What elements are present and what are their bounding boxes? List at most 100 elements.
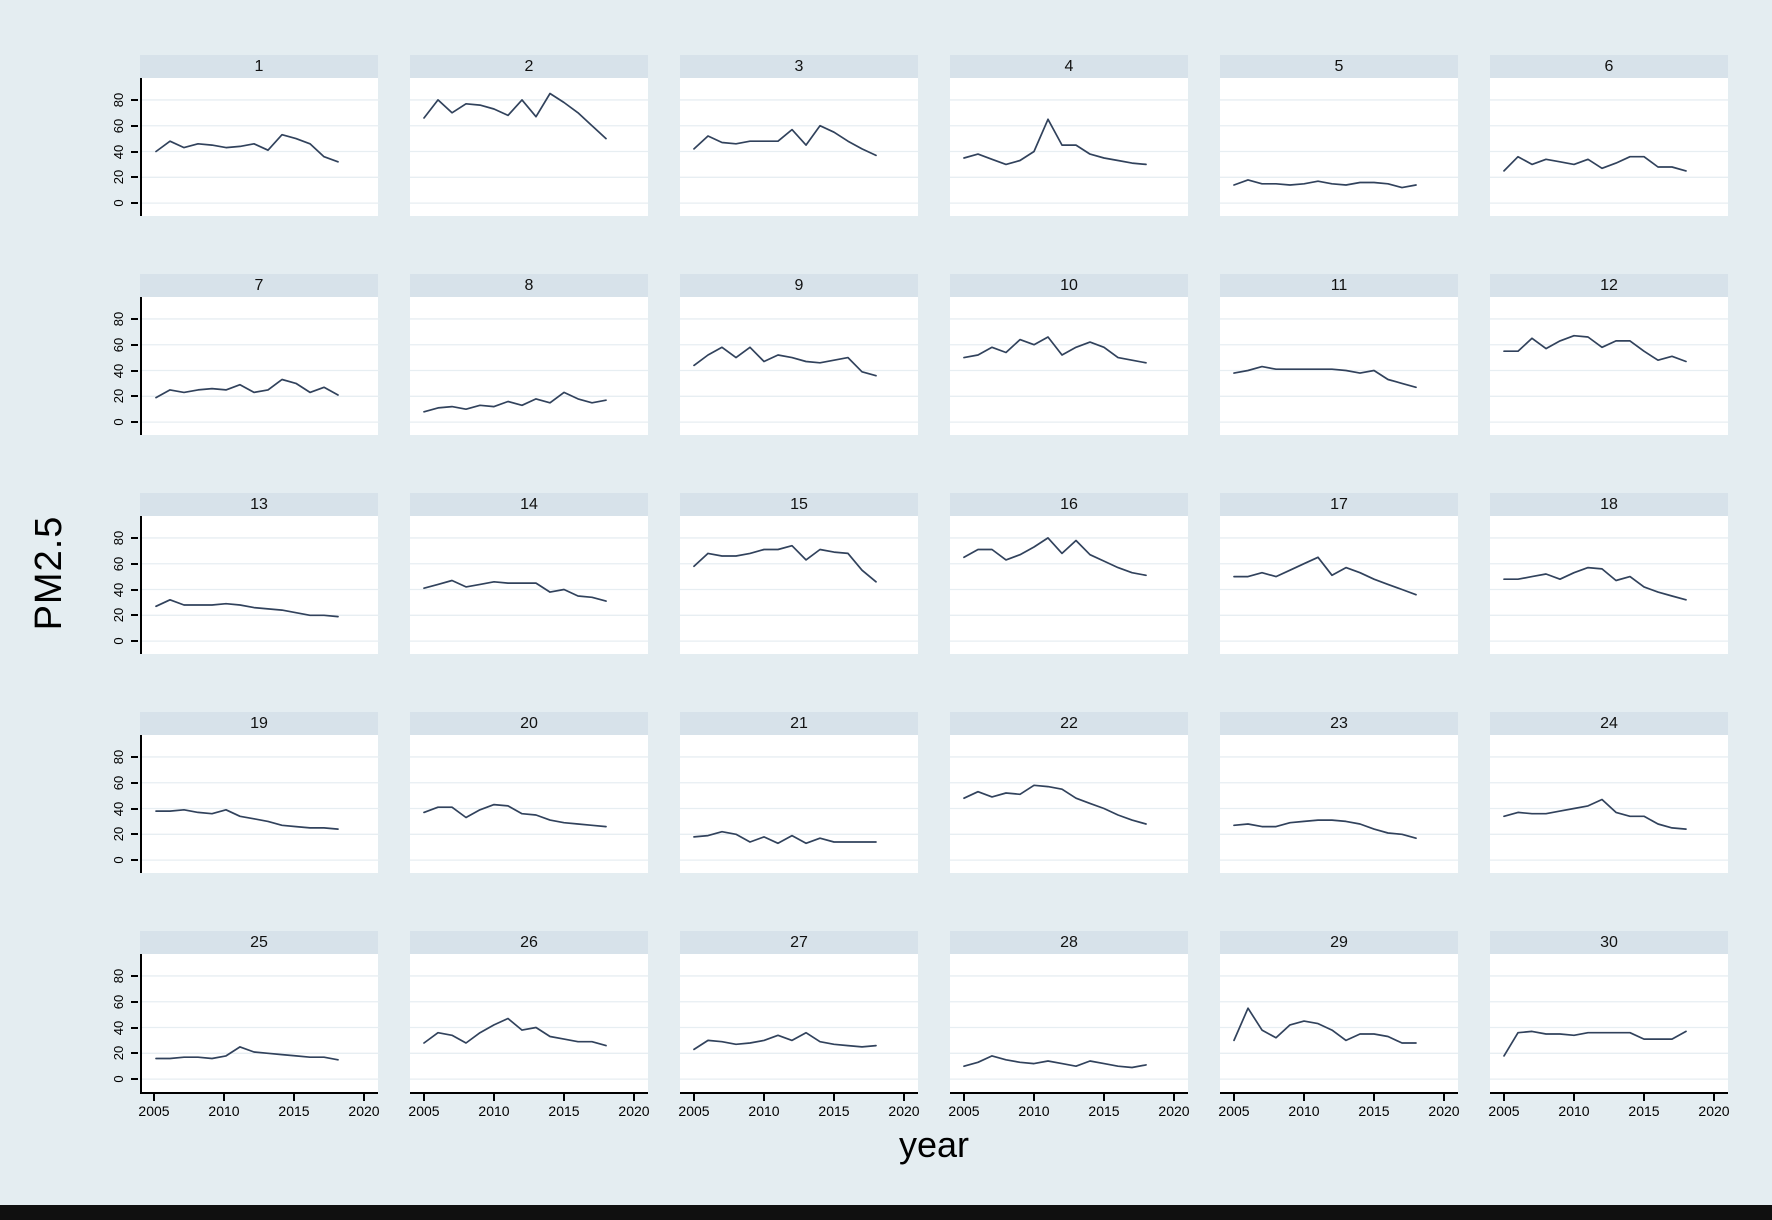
y-axis-tick — [131, 755, 138, 758]
panel-plot — [1220, 297, 1458, 435]
x-axis-tick — [363, 1094, 365, 1101]
panel-plot — [1490, 954, 1728, 1094]
y-axis-tick-label: 20 — [111, 170, 126, 185]
panel-chart — [142, 537, 380, 642]
panel-plot — [680, 954, 918, 1094]
panel-header: 14 — [410, 493, 648, 516]
x-axis-title: year — [898, 1124, 970, 1165]
panel-plot — [680, 78, 918, 216]
panel: 17 — [1220, 493, 1458, 654]
data-line — [693, 1031, 877, 1051]
panel: 16 — [950, 493, 1188, 654]
x-axis-tick — [1033, 1094, 1035, 1101]
panel-chart — [410, 92, 648, 204]
y-axis-tick-label: 60 — [111, 556, 126, 571]
panel-header: 17 — [1220, 493, 1458, 516]
panel: 6 — [1490, 55, 1728, 216]
panel-header: 23 — [1220, 712, 1458, 735]
panel: 2 — [410, 55, 648, 216]
panel-header: 7 — [140, 274, 378, 297]
panel-header: 19 — [140, 712, 378, 735]
x-axis-tick-label: 2010 — [1558, 1103, 1590, 1119]
panel-chart — [410, 756, 648, 861]
panel: 24 — [1490, 712, 1728, 873]
x-axis-tick — [903, 1094, 905, 1101]
panel-header: 20 — [410, 712, 648, 735]
y-axis-tick-label: 20 — [111, 389, 126, 404]
x-axis-tick — [1503, 1094, 1505, 1101]
panel: 20 — [410, 712, 648, 873]
panel-plot — [950, 78, 1188, 216]
data-line — [423, 803, 607, 828]
x-axis-tick — [1443, 1094, 1445, 1101]
panel-plot — [1220, 78, 1458, 216]
data-line — [1503, 798, 1687, 830]
y-axis-tick-label: 0 — [111, 856, 126, 864]
data-line — [155, 378, 339, 399]
panel-chart — [142, 975, 380, 1080]
y-axis-tick — [131, 859, 138, 862]
x-axis-tick — [833, 1094, 835, 1101]
y-axis-tick-label: 60 — [111, 775, 126, 790]
panel-header: 11 — [1220, 274, 1458, 297]
data-line — [1233, 365, 1417, 389]
panel-header: 28 — [950, 931, 1188, 954]
panel-plot — [1490, 78, 1728, 216]
panel-plot — [140, 516, 380, 654]
y-axis-tick — [131, 369, 138, 372]
x-axis-tick-label: 2020 — [1428, 1103, 1460, 1119]
panel-header: 5 — [1220, 55, 1458, 78]
panel-header: 29 — [1220, 931, 1458, 954]
x-axis-tick-label: 2015 — [1358, 1103, 1390, 1119]
panel-header: 3 — [680, 55, 918, 78]
y-axis-tick-label: 20 — [111, 608, 126, 623]
data-line — [423, 391, 607, 413]
panel-grid: 1 0 20 40 60 80 2 3 4 5 6 7 0 20 40 60 80 8 9 10 11 12 13 0 20 40… — [111, 55, 1730, 1119]
panel-chart — [1490, 975, 1728, 1080]
panel-header: 18 — [1490, 493, 1728, 516]
panel-chart — [410, 975, 648, 1080]
data-line — [963, 784, 1147, 825]
y-axis-tick — [131, 98, 138, 101]
panel-header: 8 — [410, 274, 648, 297]
x-axis-tick-label: 2005 — [1218, 1103, 1250, 1119]
panel-header: 30 — [1490, 931, 1728, 954]
data-line — [693, 124, 877, 157]
data-line — [155, 808, 339, 830]
y-axis-tick-label: 40 — [111, 801, 126, 816]
y-axis-tick-label: 80 — [111, 92, 126, 108]
data-line — [1503, 334, 1687, 363]
x-axis-tick-label: 2015 — [278, 1103, 310, 1119]
panel-chart — [1490, 318, 1728, 423]
panel-plot — [680, 516, 918, 654]
x-axis-tick-label: 2015 — [818, 1103, 850, 1119]
y-axis-tick — [131, 395, 138, 398]
x-axis-tick-label: 2010 — [1018, 1103, 1050, 1119]
x-axis-tick — [693, 1094, 695, 1101]
panel-plot — [950, 954, 1188, 1094]
y-axis-tick-label: 80 — [111, 749, 126, 765]
y-axis-tick — [131, 781, 138, 784]
panel-chart — [680, 99, 918, 204]
panel: 29 2005 2010 2015 2020 — [1218, 931, 1460, 1119]
y-axis-tick-label: 0 — [111, 637, 126, 645]
data-line — [1233, 819, 1417, 840]
x-axis-tick — [1643, 1094, 1645, 1101]
panel: 10 — [950, 274, 1188, 435]
panel: 4 — [950, 55, 1188, 216]
data-line — [963, 336, 1147, 364]
panel: 28 2005 2010 2015 2020 — [948, 931, 1190, 1119]
x-axis-tick-label: 2010 — [478, 1103, 510, 1119]
x-axis-tick-label: 2015 — [548, 1103, 580, 1119]
x-axis-tick — [563, 1094, 565, 1101]
y-axis-tick — [131, 1078, 138, 1081]
panel-chart — [680, 537, 918, 642]
x-axis-tick — [963, 1094, 965, 1101]
x-axis-tick-label: 2020 — [1158, 1103, 1190, 1119]
bottom-bar — [0, 1205, 1772, 1220]
panel-plot — [140, 735, 380, 873]
panel-header: 15 — [680, 493, 918, 516]
x-axis-tick — [223, 1094, 225, 1101]
panel-chart — [142, 756, 380, 861]
y-axis-tick — [131, 562, 138, 565]
